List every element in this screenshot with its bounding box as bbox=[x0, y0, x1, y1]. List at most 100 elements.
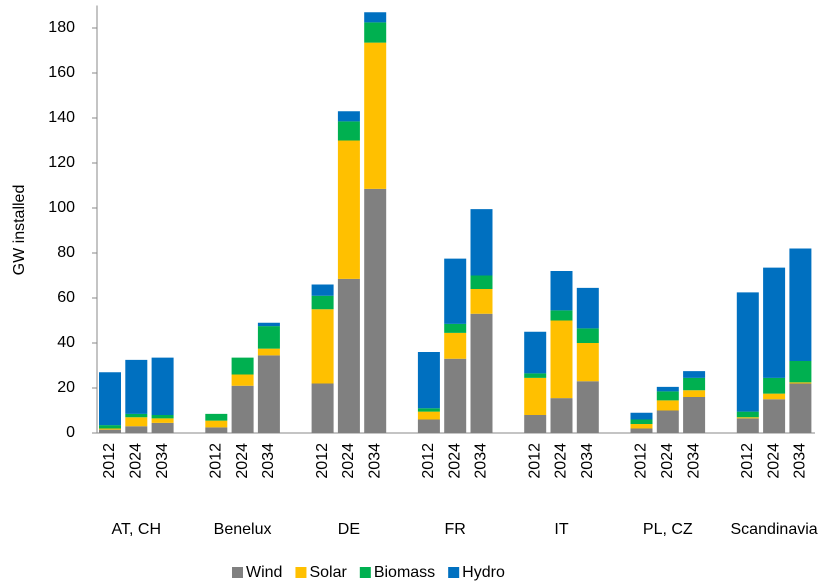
legend-swatch bbox=[232, 567, 243, 578]
bar-segment bbox=[683, 377, 706, 391]
bar-segment bbox=[417, 419, 440, 433]
y-tick-label: 120 bbox=[48, 154, 75, 171]
legend-swatch bbox=[295, 567, 307, 578]
legend-label: Solar bbox=[309, 564, 347, 581]
bar-segment bbox=[470, 289, 493, 314]
bar-segment bbox=[99, 428, 121, 430]
x-tick-label: 2024 bbox=[446, 443, 463, 479]
group-label: FR bbox=[445, 521, 466, 538]
bar-segment bbox=[550, 310, 573, 321]
y-tick-label: 160 bbox=[48, 64, 75, 81]
bar-segment bbox=[656, 410, 679, 433]
bar-segment bbox=[576, 287, 599, 329]
bar-segment bbox=[630, 424, 653, 429]
bar-segment bbox=[524, 331, 547, 374]
x-tick-label: 2012 bbox=[314, 443, 331, 479]
bar-segment bbox=[99, 429, 121, 433]
bar-segment bbox=[683, 397, 706, 433]
x-tick-label: 2024 bbox=[340, 443, 357, 479]
bar-segment bbox=[763, 377, 786, 394]
bar-segment bbox=[311, 284, 334, 296]
bar-segment bbox=[99, 425, 121, 429]
x-tick-label: 2034 bbox=[579, 443, 596, 479]
bar-segment bbox=[576, 328, 599, 343]
bar-segment bbox=[524, 415, 547, 433]
bar-segment bbox=[257, 348, 280, 356]
legend-label: Biomass bbox=[374, 564, 435, 581]
y-tick-label: 20 bbox=[57, 379, 75, 396]
bar-segment bbox=[736, 417, 759, 419]
x-tick-label: 2034 bbox=[685, 443, 702, 479]
x-tick-label: 2012 bbox=[739, 443, 756, 479]
x-tick-label: 2034 bbox=[366, 443, 383, 479]
legend-swatch bbox=[359, 567, 371, 578]
bar-segment bbox=[205, 420, 228, 428]
bar-segment bbox=[444, 332, 467, 359]
bar-segment bbox=[364, 12, 387, 23]
bar-segment bbox=[444, 358, 467, 433]
bar-segment bbox=[630, 428, 653, 433]
bar-segment bbox=[576, 381, 599, 433]
bar-segment bbox=[417, 352, 440, 409]
bar-segment bbox=[763, 399, 786, 433]
y-tick-label: 80 bbox=[57, 244, 75, 261]
x-tick-label: 2024 bbox=[659, 443, 676, 479]
bar-segment bbox=[151, 415, 174, 419]
bar-segment bbox=[417, 408, 440, 412]
bar-segment bbox=[231, 385, 254, 433]
bar-segment bbox=[656, 391, 679, 401]
bar-segment bbox=[789, 382, 812, 384]
bar-segment bbox=[151, 422, 174, 433]
group-label: PL, CZ bbox=[643, 521, 693, 538]
bar-segment bbox=[763, 393, 786, 400]
group-label: Scandinavia bbox=[731, 521, 818, 538]
bar-segment bbox=[151, 418, 174, 423]
bar-segment bbox=[683, 390, 706, 397]
x-tick-label: 2034 bbox=[154, 443, 171, 479]
legend-swatch bbox=[448, 567, 460, 578]
x-tick-label: 2024 bbox=[765, 443, 782, 479]
bar-segment bbox=[125, 413, 148, 418]
bar-segment bbox=[683, 371, 706, 378]
bar-segment bbox=[444, 258, 467, 324]
bar-segment bbox=[550, 320, 573, 399]
bar-segment bbox=[205, 413, 228, 421]
bar-segment bbox=[257, 322, 280, 327]
bar-segment bbox=[656, 386, 679, 392]
x-tick-label: 2024 bbox=[553, 443, 570, 479]
bar-segment bbox=[257, 355, 280, 433]
group-label: AT, CH bbox=[112, 521, 161, 538]
x-tick-label: 2012 bbox=[526, 443, 543, 479]
bar-segment bbox=[736, 292, 759, 412]
bar-segment bbox=[417, 411, 440, 420]
bar-segment bbox=[524, 373, 547, 378]
group-label: Benelux bbox=[214, 521, 272, 538]
bar-segment bbox=[789, 248, 812, 361]
bar-segment bbox=[337, 278, 360, 433]
bar-segment bbox=[630, 412, 653, 420]
bar-segment bbox=[151, 357, 174, 415]
x-tick-label: 2024 bbox=[128, 443, 145, 479]
group-label: IT bbox=[554, 521, 568, 538]
bar-segment bbox=[257, 326, 280, 349]
bar-segment bbox=[789, 383, 812, 433]
bar-segment bbox=[470, 209, 493, 276]
y-tick-label: 140 bbox=[48, 109, 75, 126]
x-tick-label: 2012 bbox=[101, 443, 118, 479]
bar-segment bbox=[364, 22, 387, 43]
x-tick-label: 2012 bbox=[208, 443, 225, 479]
bar-segment bbox=[337, 140, 360, 279]
bar-segment bbox=[576, 343, 599, 382]
bar-segment bbox=[630, 419, 653, 424]
bar-segment bbox=[550, 398, 573, 433]
bar-segment bbox=[311, 383, 334, 433]
y-tick-label: 180 bbox=[48, 19, 75, 36]
bar-segment bbox=[763, 267, 786, 378]
bar-segment bbox=[337, 111, 360, 122]
bar-segment bbox=[125, 426, 148, 433]
bar-segment bbox=[656, 400, 679, 411]
bar-segment bbox=[736, 418, 759, 433]
group-label: DE bbox=[338, 521, 360, 538]
bar-segment bbox=[311, 309, 334, 384]
